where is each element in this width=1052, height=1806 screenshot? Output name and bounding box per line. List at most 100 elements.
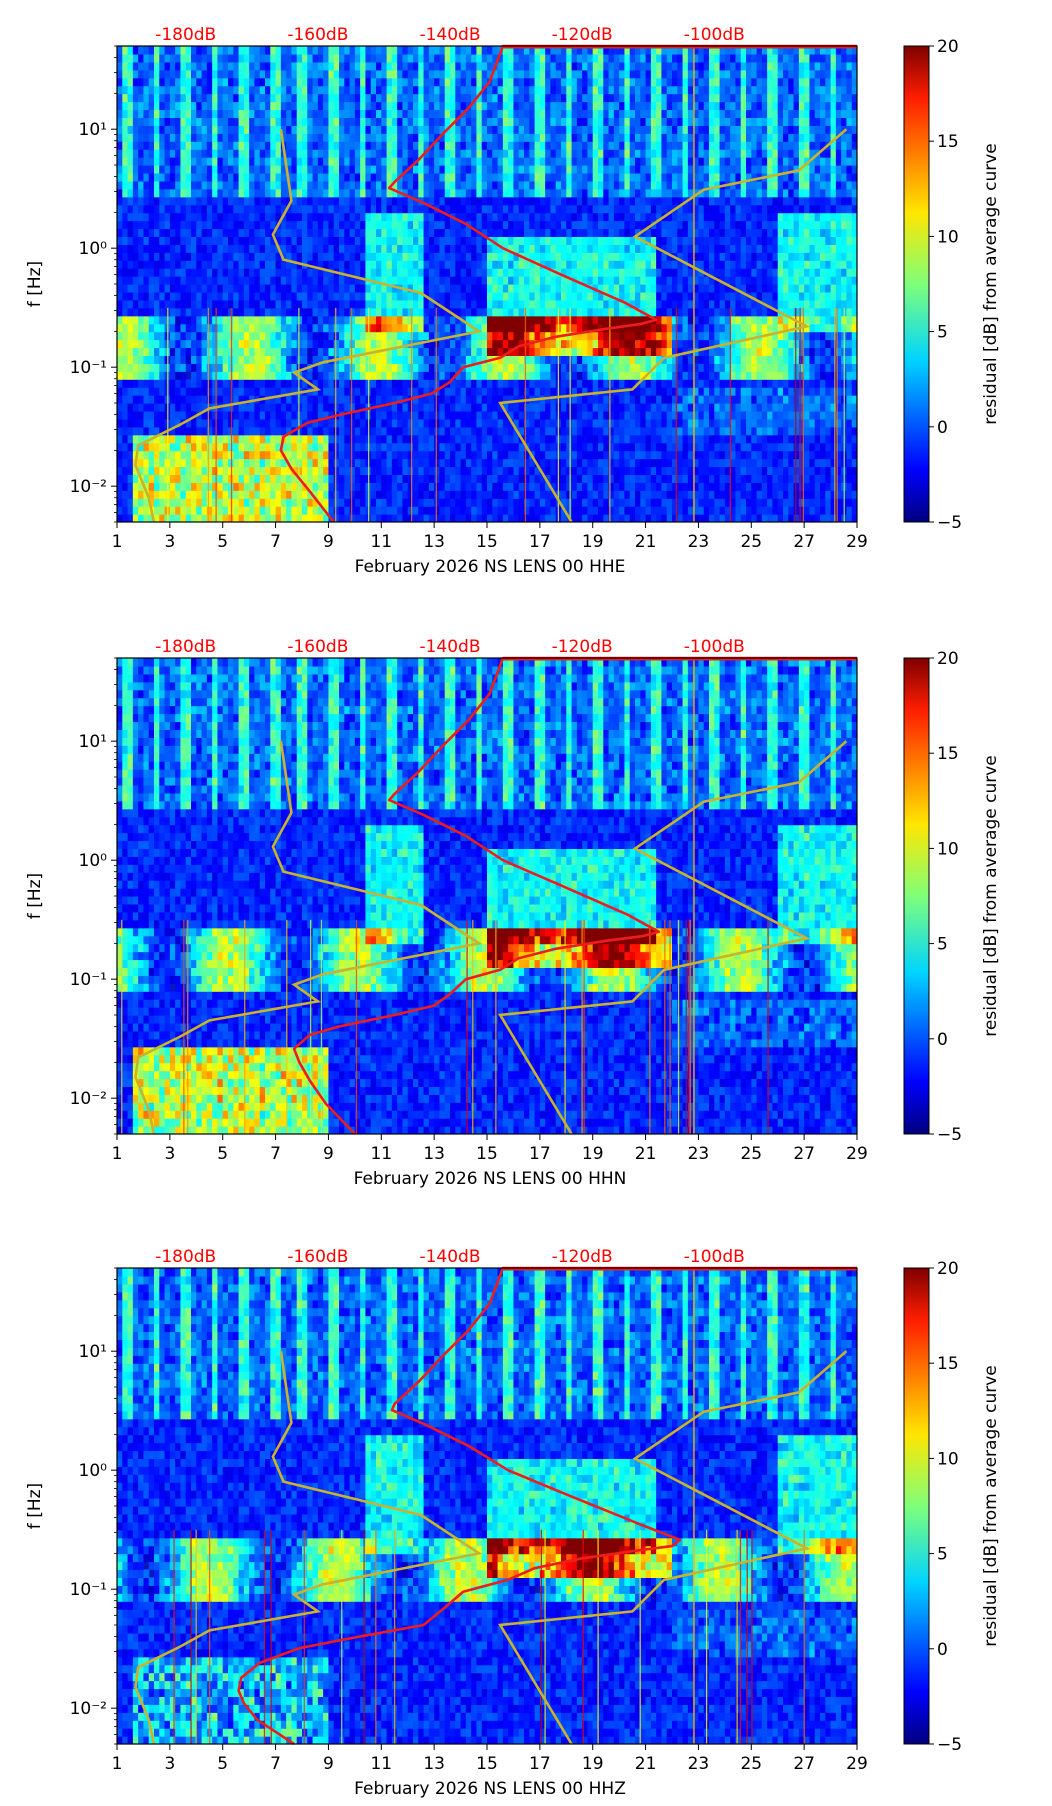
x-tick-label: 15: [476, 1144, 498, 1164]
x-tick-label: 11: [370, 1754, 392, 1774]
x-tick-label: 3: [164, 1754, 175, 1774]
psd-curve-line: [237, 1266, 857, 1746]
x-tick-label: 15: [476, 532, 498, 552]
colorbar-tick-label: −5: [937, 1125, 962, 1145]
colorbar-tick-label: 10: [937, 1449, 959, 1469]
x-tick-label: 25: [740, 1754, 762, 1774]
colorbar-label: residual [dB] from average curve: [981, 1365, 1001, 1646]
spectrogram-panel: 1 3 5 7 9 11 13 15 17 19 21 23 25 27 2910⁻²10⁻¹10⁰10¹-…: [25, 637, 1001, 1189]
x-tick-label: 5: [217, 1754, 228, 1774]
colorbar-tick-label: 10: [937, 839, 959, 859]
colorbar-tick-label: −5: [937, 1735, 962, 1755]
y-tick-label: 10¹: [79, 1342, 107, 1362]
y-tick-label: 10⁻²: [70, 1699, 107, 1719]
x-tick-label: 9: [323, 532, 334, 552]
colorbar-tick-label: 0: [937, 1640, 948, 1660]
top-db-label: -180dB: [155, 637, 216, 657]
x-tick-label: 17: [529, 532, 551, 552]
colorbar-gradient: [903, 657, 930, 1135]
y-tick-label: 10⁻¹: [70, 358, 107, 378]
psd-curve-line: [292, 656, 857, 1135]
x-tick-label: 13: [423, 1144, 445, 1164]
x-tick-label: 3: [164, 532, 175, 552]
colorbar-gradient: [903, 45, 930, 523]
heatmap-field: [117, 1268, 857, 1744]
y-axis-label: f [Hz]: [25, 1483, 45, 1529]
x-tick-label: 3: [164, 1144, 175, 1164]
x-tick-label: 27: [793, 1754, 815, 1774]
colorbar-label: residual [dB] from average curve: [981, 755, 1001, 1036]
y-tick-label: 10⁻²: [70, 477, 107, 497]
top-db-label: -140dB: [419, 25, 480, 45]
x-tick-label: 7: [270, 1754, 281, 1774]
y-tick-label: 10⁰: [79, 851, 108, 871]
colorbar-tick-label: 15: [937, 1354, 959, 1374]
colorbar-tick-label: 10: [937, 227, 959, 247]
colorbar-tick-label: 20: [937, 649, 959, 669]
y-tick-label: 10⁻²: [70, 1089, 107, 1109]
x-tick-label: 23: [688, 532, 710, 552]
x-axis-label: February 2026 NS LENS 00 HHN: [354, 1169, 627, 1189]
x-tick-label: 21: [635, 1144, 657, 1164]
y-tick-label: 10⁰: [79, 1461, 108, 1481]
psd-curve-line: [279, 44, 857, 523]
heatmap-field: [117, 46, 857, 522]
x-axis-label: February 2026 NS LENS 00 HHZ: [354, 1779, 626, 1799]
noise-model-line: [498, 128, 848, 523]
y-tick-label: 10⁻¹: [70, 1580, 107, 1600]
x-tick-label: 11: [370, 1144, 392, 1164]
x-tick-label: 23: [688, 1754, 710, 1774]
x-tick-label: 29: [846, 532, 868, 552]
x-tick-label: 5: [217, 532, 228, 552]
x-tick-label: 27: [793, 1144, 815, 1164]
colorbar-tick-label: 20: [937, 1259, 959, 1279]
y-axis-label: f [Hz]: [25, 873, 45, 919]
top-db-label: -100dB: [684, 637, 745, 657]
top-db-label: -120dB: [552, 25, 613, 45]
top-db-label: -120dB: [552, 637, 613, 657]
y-axis-label: f [Hz]: [25, 261, 45, 307]
x-tick-label: 9: [323, 1144, 334, 1164]
noise-model-line: [134, 741, 483, 1135]
top-db-label: -160dB: [287, 1247, 348, 1267]
x-axis-label: February 2026 NS LENS 00 HHE: [355, 557, 626, 577]
x-tick-label: 19: [582, 1754, 604, 1774]
colorbar-gradient: [903, 1267, 930, 1745]
top-db-label: -160dB: [287, 637, 348, 657]
top-db-label: -180dB: [155, 25, 216, 45]
colorbar: −5 0 5 10 15 20 residual [dB] from average cur…: [903, 37, 1001, 533]
x-tick-label: 13: [423, 532, 445, 552]
x-tick-label: 27: [793, 532, 815, 552]
y-tick-label: 10¹: [79, 120, 107, 140]
colorbar-tick-label: 5: [937, 1545, 948, 1565]
colorbar: −5 0 5 10 15 20 residual [dB] from average cur…: [903, 1259, 1001, 1755]
colorbar-tick-label: 0: [937, 418, 948, 438]
y-tick-label: 10⁻¹: [70, 970, 107, 990]
top-db-label: -160dB: [287, 25, 348, 45]
x-tick-label: 9: [323, 1754, 334, 1774]
top-db-label: -100dB: [684, 25, 745, 45]
heatmap-field: [117, 658, 857, 1134]
x-tick-label: 7: [270, 1144, 281, 1164]
x-tick-label: 1: [112, 1144, 123, 1164]
spectrogram-panel: 1 3 5 7 9 11 13 15 17 19 21 23 25 27 2910⁻²10⁻¹10⁰10¹-…: [25, 25, 1001, 577]
x-tick-label: 15: [476, 1754, 498, 1774]
top-db-label: -140dB: [419, 1247, 480, 1267]
top-db-label: -140dB: [419, 637, 480, 657]
colorbar-tick-label: −5: [937, 513, 962, 533]
x-tick-label: 11: [370, 532, 392, 552]
x-tick-label: 29: [846, 1144, 868, 1164]
x-tick-label: 19: [582, 532, 604, 552]
colorbar-tick-label: 20: [937, 37, 959, 57]
y-tick-label: 10¹: [79, 732, 107, 752]
spectrogram-panel: 1 3 5 7 9 11 13 15 17 19 21 23 25 27 2910⁻²10⁻¹10⁰10¹-…: [25, 1247, 1001, 1799]
x-tick-label: 13: [423, 1754, 445, 1774]
x-tick-label: 1: [112, 1754, 123, 1774]
x-tick-label: 29: [846, 1754, 868, 1774]
noise-model-line: [498, 740, 848, 1135]
x-tick-label: 21: [635, 1754, 657, 1774]
x-tick-label: 5: [217, 1144, 228, 1164]
colorbar-tick-label: 5: [937, 935, 948, 955]
x-tick-label: 19: [582, 1144, 604, 1164]
